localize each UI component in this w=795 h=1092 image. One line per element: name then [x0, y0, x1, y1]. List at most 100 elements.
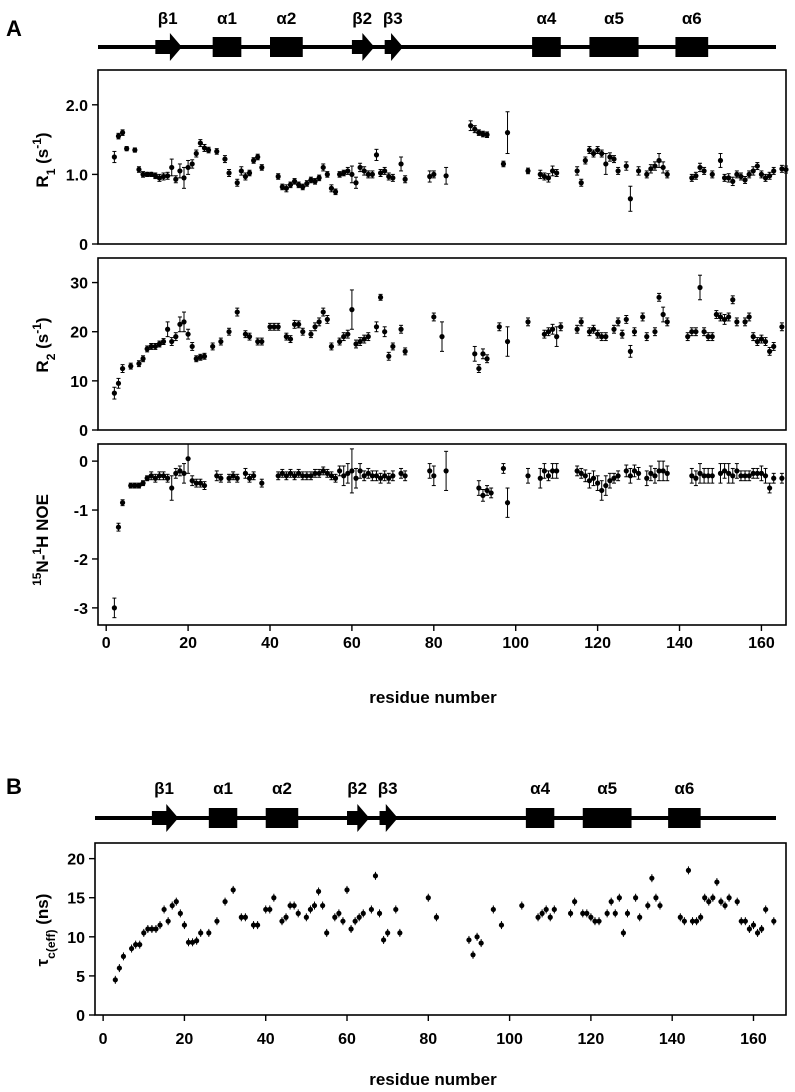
data-point	[173, 470, 179, 476]
data-point	[734, 468, 740, 474]
data-point	[595, 147, 601, 153]
data-point	[783, 166, 789, 173]
data-point	[353, 341, 359, 347]
data-point	[652, 329, 658, 335]
data-point	[498, 922, 505, 928]
x-tick-label: 0	[99, 1031, 108, 1048]
data-point	[620, 930, 627, 936]
ss-label: β3	[378, 779, 398, 798]
data-point	[701, 168, 707, 174]
r2-frame	[97, 257, 787, 431]
ss-label: β1	[158, 9, 178, 28]
data-point	[734, 171, 740, 177]
data-point	[291, 321, 298, 327]
data-point	[160, 473, 167, 479]
data-point	[468, 123, 474, 129]
data-point	[443, 173, 449, 179]
data-point	[226, 329, 232, 335]
data-point	[660, 468, 666, 474]
data-point	[152, 475, 158, 481]
data-point	[320, 902, 326, 909]
data-point	[734, 899, 740, 905]
data-point	[296, 182, 302, 188]
data-point	[596, 918, 602, 924]
data-point	[431, 314, 437, 320]
data-point	[730, 178, 736, 184]
data-point	[181, 470, 187, 476]
data-point	[279, 470, 285, 476]
y-tick-label: 20	[70, 325, 88, 342]
data-point	[693, 329, 699, 335]
data-point	[653, 895, 659, 901]
data-point	[701, 473, 707, 479]
data-point	[714, 879, 720, 885]
data-point	[402, 176, 408, 182]
data-point	[111, 154, 117, 160]
data-point	[685, 334, 691, 340]
data-point	[181, 922, 188, 928]
x-tick-label: 120	[584, 635, 611, 652]
data-point	[112, 977, 118, 983]
data-point	[377, 475, 384, 481]
data-point	[758, 171, 765, 177]
data-point	[624, 910, 631, 916]
data-point	[586, 147, 593, 153]
data-point	[165, 918, 171, 924]
data-point	[397, 930, 403, 936]
data-point	[173, 334, 179, 340]
data-point	[304, 473, 310, 479]
data-point	[746, 473, 752, 479]
data-point	[136, 166, 142, 173]
data-point	[693, 475, 699, 481]
data-point	[193, 356, 199, 362]
data-point	[730, 473, 736, 479]
data-point	[382, 168, 388, 174]
data-point	[758, 336, 765, 342]
data-point	[599, 487, 605, 494]
helix-block	[532, 37, 561, 57]
data-point	[300, 329, 306, 335]
data-point	[352, 918, 358, 924]
data-point	[115, 133, 122, 139]
data-point	[173, 176, 179, 182]
data-point	[689, 473, 695, 479]
data-point	[295, 910, 301, 916]
data-point	[746, 926, 753, 932]
y-tick-label: -2	[74, 552, 88, 569]
data-point	[539, 910, 545, 916]
data-point	[251, 157, 257, 164]
y-tick-label: 10	[67, 930, 85, 947]
data-point	[763, 906, 769, 913]
data-point	[470, 952, 476, 958]
data-point	[504, 338, 511, 345]
data-point	[115, 380, 122, 386]
data-point	[633, 895, 639, 901]
data-point	[611, 326, 617, 332]
data-point	[189, 343, 195, 350]
data-point	[504, 130, 511, 136]
data-point	[222, 156, 228, 162]
data-point	[137, 942, 143, 948]
data-point	[677, 914, 683, 920]
data-point	[246, 170, 253, 176]
data-point	[554, 468, 560, 474]
data-point	[165, 475, 171, 481]
data-point	[709, 473, 715, 479]
y-tick-label: 2.0	[66, 98, 88, 115]
data-point	[771, 168, 777, 174]
x-tick-label: 60	[343, 635, 361, 652]
data-point	[308, 177, 314, 183]
data-point	[230, 887, 236, 893]
data-point	[246, 475, 253, 481]
data-point	[201, 482, 208, 489]
data-point	[611, 156, 617, 162]
noe-ylabel: 15N-1H NOE	[30, 494, 52, 586]
data-point	[165, 326, 171, 332]
data-point	[390, 343, 396, 350]
x-tick-label: 120	[578, 1031, 605, 1048]
data-point	[144, 171, 150, 177]
data-point	[549, 468, 556, 474]
data-point	[713, 311, 719, 318]
helix-block	[668, 808, 701, 828]
data-point	[382, 329, 388, 335]
